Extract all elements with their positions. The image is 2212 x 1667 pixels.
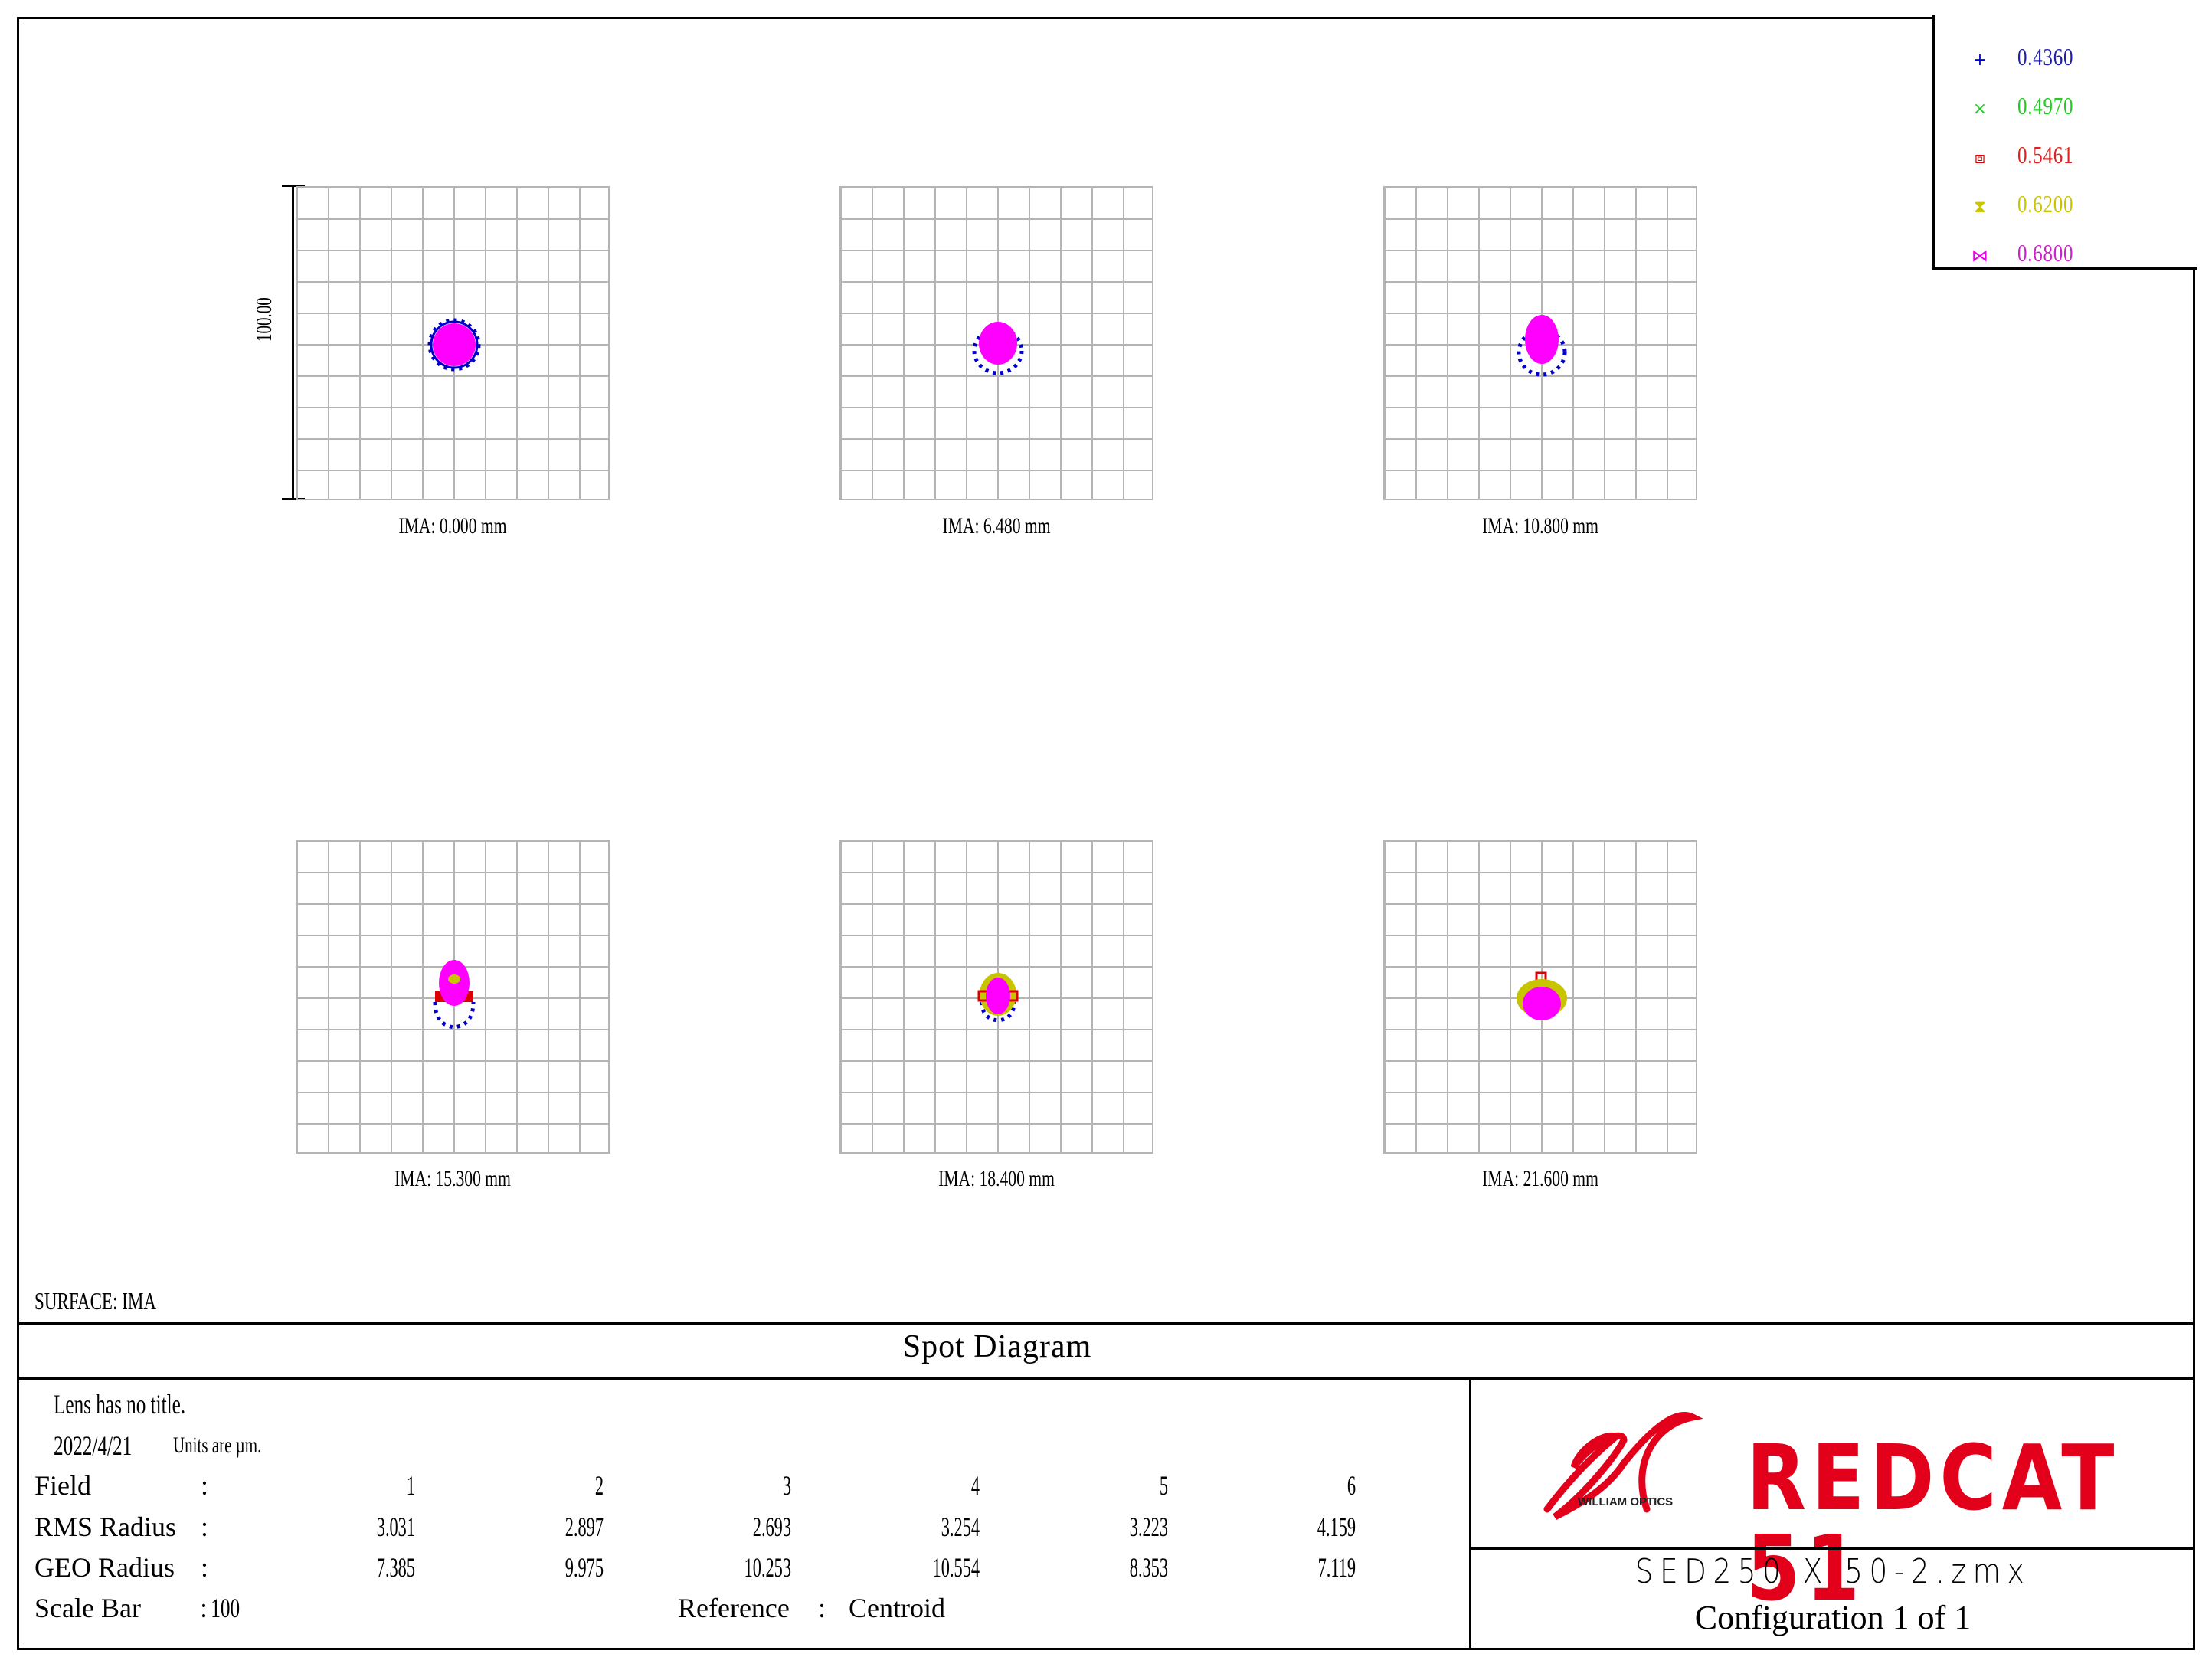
rms-value: 3.031 xyxy=(376,1511,415,1542)
hourglass-marker-icon: ⧗ xyxy=(1974,198,1986,217)
field-label: IMA: 10.800 mm xyxy=(1482,513,1598,539)
diagram-frame xyxy=(17,17,2195,1650)
spot-plot-field-6 xyxy=(1383,840,1697,1154)
spot-plot-field-3 xyxy=(1383,186,1697,500)
spot-pattern xyxy=(977,973,1019,1023)
geo-row-label: GEO Radius xyxy=(34,1552,175,1583)
legend-wavelength: 0.4970 xyxy=(2017,92,2074,120)
legend-item: × 0.4970 xyxy=(1935,92,2197,123)
rms-value: 4.159 xyxy=(1317,1511,1356,1542)
colon: : xyxy=(201,1552,209,1583)
divider xyxy=(1469,1379,1471,1650)
field-row-label: Field xyxy=(34,1470,92,1501)
wavelength-legend: + 0.4360 × 0.4970 ⧈ 0.5461 ⧗ 0.6200 ⋈ 0.… xyxy=(1932,15,2197,270)
field-label: IMA: 15.300 mm xyxy=(394,1166,511,1191)
units-note: Units are µm. xyxy=(173,1433,262,1458)
spot-pattern xyxy=(433,960,476,1030)
colon: : xyxy=(201,1511,209,1542)
scale-row-label: Scale Bar xyxy=(34,1593,141,1623)
field-label: IMA: 6.480 mm xyxy=(942,513,1051,539)
surface-label: SURFACE: IMA xyxy=(34,1287,156,1315)
spot-pattern xyxy=(972,322,1024,375)
redcat-logo: WILLIAM OPTICS REDCAT 51 xyxy=(1471,1379,2195,1613)
field-number: 5 xyxy=(1159,1470,1168,1501)
field-number: 4 xyxy=(970,1470,980,1501)
field-label: IMA: 0.000 mm xyxy=(398,513,507,539)
rms-value: 2.693 xyxy=(752,1511,791,1542)
brand-name: WILLIAM OPTICS xyxy=(1578,1495,1674,1508)
field-label: IMA: 21.600 mm xyxy=(1482,1166,1598,1191)
configuration: Configuration 1 of 1 xyxy=(1694,1599,1971,1636)
legend-wavelength: 0.5461 xyxy=(2017,141,2074,169)
spot-plot-field-1 xyxy=(296,186,610,500)
reference-label: Reference xyxy=(678,1593,790,1623)
file-name: SED250 X 50-2.zmx xyxy=(1634,1552,2031,1591)
divider xyxy=(17,1322,2195,1325)
spot-pattern xyxy=(427,318,481,372)
x-marker-icon: × xyxy=(1972,100,1988,119)
legend-item: ⧗ 0.6200 xyxy=(1935,190,2197,221)
plus-marker-icon: + xyxy=(1972,51,1988,70)
rms-row-label: RMS Radius xyxy=(34,1511,177,1542)
date: 2022/4/21 xyxy=(54,1430,133,1461)
field-label: IMA: 18.400 mm xyxy=(938,1166,1055,1191)
william-optics-swoosh-icon xyxy=(1543,1412,1703,1521)
geo-value: 7.385 xyxy=(376,1552,415,1583)
divider xyxy=(17,1377,2195,1380)
spot-plot-field-5 xyxy=(839,840,1153,1154)
spot-pattern xyxy=(1517,971,1567,1020)
field-number: 2 xyxy=(594,1470,604,1501)
divider xyxy=(1469,1547,2195,1550)
lens-title: Lens has no title. xyxy=(54,1389,186,1420)
legend-wavelength: 0.4360 xyxy=(2017,43,2074,70)
scale-bar xyxy=(282,185,305,500)
bowtie-marker-icon: ⋈ xyxy=(1971,247,1988,266)
square-marker-icon: ⧈ xyxy=(1975,149,1985,168)
field-number: 6 xyxy=(1347,1470,1356,1501)
legend-wavelength: 0.6200 xyxy=(2017,190,2074,218)
rms-value: 2.897 xyxy=(564,1511,604,1542)
geo-value: 10.253 xyxy=(744,1552,791,1583)
diagram-title: Spot Diagram xyxy=(902,1329,1092,1364)
spot-plot-field-2 xyxy=(839,186,1153,500)
field-number: 3 xyxy=(782,1470,791,1501)
legend-item: + 0.4360 xyxy=(1935,43,2197,74)
spot-pattern xyxy=(1517,315,1567,377)
reference-value: Centroid xyxy=(849,1593,945,1623)
colon: : xyxy=(201,1470,209,1501)
legend-item: ⋈ 0.6800 xyxy=(1935,239,2197,270)
legend-item: ⧈ 0.5461 xyxy=(1935,141,2197,172)
product-name: REDCAT 51 xyxy=(1746,1425,2120,1621)
spot-plot-field-4 xyxy=(296,840,610,1154)
rms-value: 3.254 xyxy=(941,1511,980,1542)
field-number: 1 xyxy=(406,1470,415,1501)
geo-value: 9.975 xyxy=(564,1552,604,1583)
geo-value: 7.119 xyxy=(1317,1552,1356,1583)
rms-value: 3.223 xyxy=(1129,1511,1168,1542)
geo-value: 8.353 xyxy=(1129,1552,1168,1583)
geo-value: 10.554 xyxy=(932,1552,980,1583)
legend-wavelength: 0.6800 xyxy=(2017,239,2074,267)
scale-bar-label: 100.00 xyxy=(253,297,276,342)
scale-value: : 100 xyxy=(201,1593,241,1623)
colon: : xyxy=(818,1593,826,1623)
